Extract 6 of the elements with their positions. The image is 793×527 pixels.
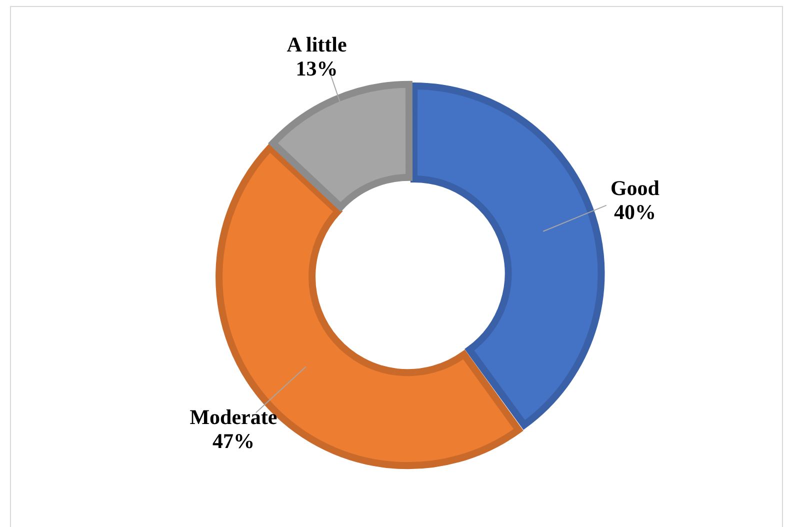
data-label: 40% bbox=[614, 200, 656, 224]
data-label: 13% bbox=[296, 56, 338, 80]
slice-label: Good bbox=[610, 176, 660, 200]
slice-label: Moderate bbox=[190, 404, 278, 429]
slice-label: A little bbox=[286, 32, 347, 56]
data-label: 47% bbox=[212, 428, 254, 453]
